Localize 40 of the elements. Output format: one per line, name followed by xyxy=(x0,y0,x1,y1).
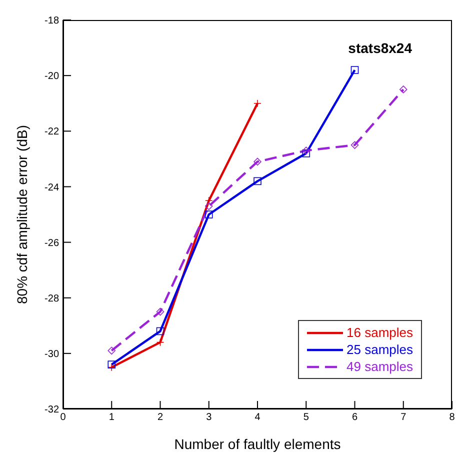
point xyxy=(254,99,262,108)
point xyxy=(204,196,213,205)
y-tick-label: -26 xyxy=(44,238,60,249)
x-axis-title: Number of faultly elements xyxy=(174,436,341,452)
point xyxy=(204,202,213,210)
x-tick-label: 4 xyxy=(254,412,261,424)
point xyxy=(350,66,359,74)
point xyxy=(156,338,164,346)
point xyxy=(156,308,164,316)
x-tick-label: 0 xyxy=(60,412,66,424)
point xyxy=(108,360,116,368)
legend-label: 25 samples xyxy=(346,342,413,357)
point xyxy=(156,327,164,336)
annotation: stats8x24 xyxy=(348,40,412,56)
point xyxy=(108,363,116,372)
point xyxy=(254,177,262,186)
y-tick-label: -32 xyxy=(44,404,60,416)
point xyxy=(254,158,262,166)
y-tick-label: -24 xyxy=(44,182,60,194)
point xyxy=(108,346,116,355)
point xyxy=(204,210,213,218)
y-tick-label: -30 xyxy=(44,348,60,360)
legend-label: 16 samples xyxy=(346,325,413,340)
y-tick-label: -22 xyxy=(44,126,60,138)
x-tick-label: 6 xyxy=(352,412,358,424)
y-tick-label: -18 xyxy=(44,16,60,27)
x-tick-label: 5 xyxy=(303,412,310,424)
x-tick-label: 2 xyxy=(157,412,164,424)
x-tick-label: 1 xyxy=(108,412,115,424)
x-tick-label: 7 xyxy=(400,412,407,424)
x-tick-label: 3 xyxy=(206,412,212,424)
y-tick-label: -20 xyxy=(44,71,60,82)
legend-label: 49 samples xyxy=(346,359,413,374)
point xyxy=(302,146,310,154)
y-tick-label: -28 xyxy=(44,293,60,304)
y-axis-title: 80% cdf amplitude error (dB) xyxy=(14,125,30,304)
point xyxy=(302,149,310,158)
point xyxy=(399,86,408,94)
x-tick-label: 8 xyxy=(449,412,456,424)
point xyxy=(350,141,359,149)
